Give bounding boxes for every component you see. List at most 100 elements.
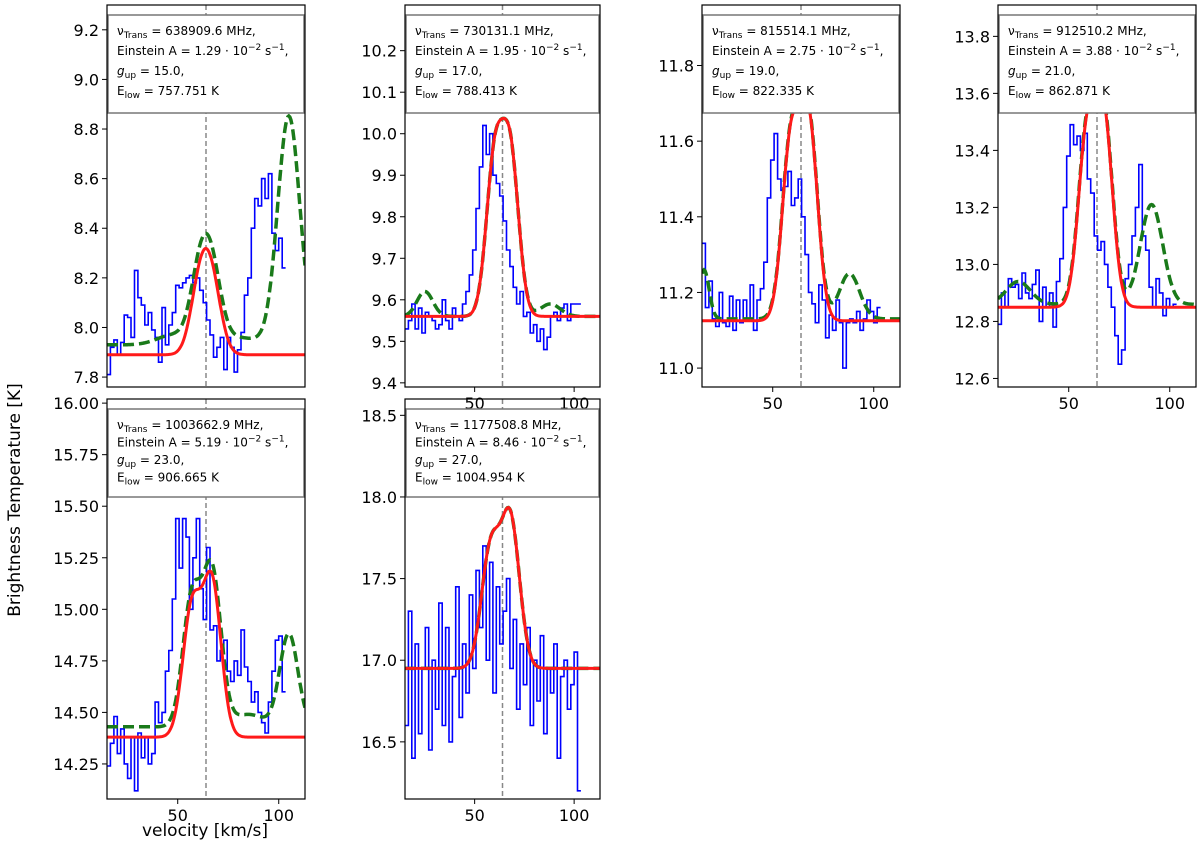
subplot-6: νTrans = 1177508.8 MHz,Einstein A = 8.46…: [361, 398, 601, 825]
plot-frame: [106, 4, 306, 388]
legend-text-sup2: −1: [1162, 43, 1175, 53]
legend-text-pre: Einstein A = 5.19 · 10: [117, 436, 248, 450]
legend-line-2: Einstein A = 5.19 · 10−2 s−1,: [117, 435, 288, 450]
legend-text-pre: E: [117, 84, 125, 98]
legend-text-mid: s: [559, 44, 569, 58]
subplot-5: νTrans = 1003662.9 MHz, Einstein A = 5.19…: [53, 394, 306, 825]
legend-text-post: = 638909.6 MHz,: [148, 24, 256, 38]
legend-text-sub: up: [1016, 71, 1028, 81]
subplot-1: νTrans = 638909.6 MHz, Einstein A = 1.29 …: [74, 4, 306, 388]
legend-text-pre: g: [117, 64, 125, 78]
legend-line-3: gup = 17.0,: [415, 64, 482, 81]
legend-text-post: = 27.0,: [434, 453, 482, 467]
legend-text-post: = 822.335 K: [735, 84, 815, 98]
legend-box: νTrans = 815514.1 MHz, Einstein A = 2.75 …: [702, 14, 900, 114]
legend-text-post: = 912510.2 MHz,: [1039, 24, 1147, 38]
legend-text-pre: E: [117, 471, 125, 485]
y-tick-label: 13.0: [954, 255, 990, 274]
legend-text-mid: s: [1152, 44, 1162, 58]
y-tick-label: 17.0: [361, 651, 397, 670]
legend-text-pre: Einstein A = 3.88 · 10: [1008, 44, 1139, 58]
legend-text-sub: up: [423, 71, 435, 81]
legend-line-2: Einstein A = 2.75 · 10−2 s−1,: [712, 43, 883, 58]
y-tick-label: 14.75: [53, 652, 99, 671]
legend-line-1: νTrans = 638909.6 MHz,: [117, 24, 256, 41]
plot-frame: [106, 398, 306, 800]
legend-box: νTrans = 730131.1 MHz, Einstein A = 1.95 …: [405, 14, 600, 114]
legend-text-sub: up: [125, 71, 137, 81]
legend-text-pre: g: [712, 64, 720, 78]
legend-text-sub: up: [720, 71, 732, 81]
legend-text-pre: g: [415, 453, 423, 467]
legend-text-post: ,: [285, 44, 289, 58]
y-tick-label: 12.8: [954, 312, 990, 331]
plot-area: [405, 5, 600, 387]
y-tick-label: 9.9: [372, 166, 397, 185]
y-tick-label: 12.6: [954, 369, 990, 388]
legend-text-sup2: −1: [866, 43, 879, 53]
legend-line-1: νTrans = 815514.1 MHz,: [712, 24, 851, 41]
plot-frame: [404, 4, 601, 388]
legend-text-post: = 906.665 K: [140, 471, 220, 485]
legend-text-sub: up: [125, 460, 137, 470]
y-tick-label: 11.4: [658, 208, 694, 227]
x-tick-label: 100: [559, 806, 590, 825]
legend-text-sup1: −2: [843, 43, 856, 53]
legend-text-sup2: −1: [569, 435, 582, 445]
legend-text-pre: g: [415, 64, 423, 78]
y-tick-label: 14.50: [53, 703, 99, 722]
legend-text-sub: Trans: [123, 31, 148, 41]
y-tick-label: 10.0: [361, 125, 397, 144]
x-axis-label: velocity [km/s]: [142, 821, 268, 841]
legend-line-2: Einstein A = 1.95 · 10−2 s−1,: [415, 43, 586, 58]
legend-text-post: = 1003662.9 MHz,: [148, 418, 264, 432]
legend-text-pre: E: [415, 471, 423, 485]
y-tick-label: 9.2: [74, 21, 99, 40]
fit-spectrum-line: [405, 116, 600, 318]
legend-text-post: = 23.0,: [136, 453, 184, 467]
legend-line-3: gup = 19.0,: [712, 64, 779, 81]
legend-text-pre: ν: [117, 418, 124, 432]
legend-line-1: νTrans = 912510.2 MHz,: [1008, 24, 1147, 41]
legend-text-post: ,: [285, 436, 289, 450]
observed-spectrum-line: [702, 132, 881, 369]
legend-text-sub: low: [125, 478, 140, 488]
y-tick-label: 9.8: [372, 208, 397, 227]
y-tick-label: 9.7: [372, 249, 397, 268]
observed-spectrum-line: [998, 123, 1177, 365]
legend-text-pre: ν: [415, 418, 422, 432]
y-tick-label: 15.75: [53, 446, 99, 465]
subplot-2: νTrans = 730131.1 MHz, Einstein A = 1.95 …: [361, 4, 601, 413]
legend-text-post: = 815514.1 MHz,: [743, 24, 851, 38]
legend-line-3: gup = 21.0,: [1008, 64, 1075, 81]
legend-text-mid: s: [559, 436, 569, 450]
legend-text-pre: E: [1008, 84, 1016, 98]
legend-text-post: = 862.871 K: [1031, 84, 1111, 98]
legend-text-sub: low: [1016, 91, 1031, 101]
legend-text-sub: low: [125, 91, 140, 101]
legend-text-pre: Einstein A = 1.95 · 10: [415, 44, 546, 58]
legend-line-3: gup = 27.0,: [415, 453, 482, 470]
legend-text-post: = 730131.1 MHz,: [446, 24, 554, 38]
y-tick-label: 9.0: [74, 70, 99, 89]
y-tick-label: 9.4: [372, 374, 397, 393]
plot-frame: [404, 398, 601, 800]
y-tick-label: 8.2: [74, 269, 99, 288]
legend-text-mid: s: [261, 44, 271, 58]
y-tick-label: 8.0: [74, 318, 99, 337]
legend-text-sub: Trans: [123, 425, 148, 435]
x-tick-label: 50: [1059, 394, 1079, 413]
legend-text-sup1: −2: [546, 43, 559, 53]
legend-text-mid: s: [261, 436, 271, 450]
y-tick-label: 18.5: [361, 406, 397, 425]
legend-line-2: Einstein A = 1.29 · 10−2 s−1,: [117, 43, 288, 58]
legend-line-3: gup = 15.0,: [117, 64, 184, 81]
y-tick-label: 8.8: [74, 120, 99, 139]
legend-text-pre: Einstein A = 2.75 · 10: [712, 44, 843, 58]
legend-text-post: = 1177508.8 MHz,: [446, 418, 562, 432]
observed-spectrum-line: [107, 517, 286, 792]
y-tick-label: 9.5: [372, 332, 397, 351]
y-tick-label: 15.00: [53, 600, 99, 619]
y-tick-label: 9.6: [372, 291, 397, 310]
